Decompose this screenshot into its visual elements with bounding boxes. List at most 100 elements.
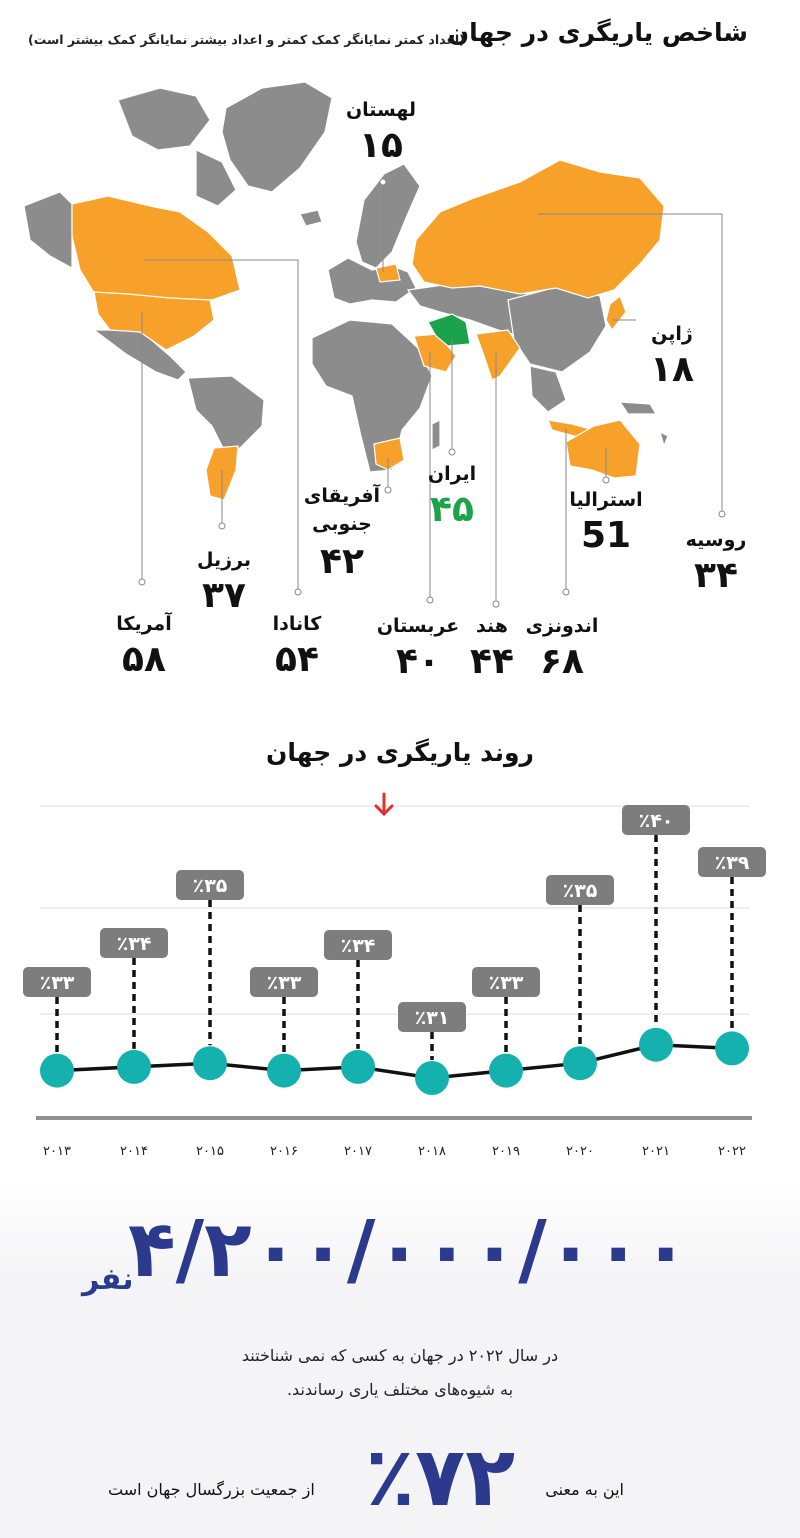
value-badge [698,847,766,877]
value-label: ٪۳۳ [489,972,524,994]
trend-line [56,1042,733,1080]
country-name: ایران [427,463,477,485]
data-point [489,1053,523,1088]
label-poland: لهستان ۱۵ [346,98,416,168]
africa-shape [311,319,433,473]
japan-shape [605,295,627,332]
country-value: ۱۵ [359,125,403,166]
country-value: ۴۰ [396,641,440,682]
iran-shape [427,313,471,347]
country-value: ۳۷ [202,575,246,616]
meaning-text: این به معنی [545,1480,624,1499]
year-tick-label: ۲۰۱۵ [196,1144,224,1159]
label-russia: روسیه ۳۴ [686,528,747,598]
page-title: شاخص یاریگری در جهان [447,18,748,47]
south-america-shape [187,375,265,451]
arctic-islands-shape [117,87,211,151]
country-name: کانادا [272,613,322,635]
value-label: ٪۳۳ [40,972,75,994]
data-point [563,1046,597,1081]
value-badge [250,967,318,997]
country-name: برزیل [197,549,251,571]
value-label: ٪۳۹ [715,852,750,874]
country-name: لهستان [345,99,417,121]
canada-shape [71,195,241,301]
data-point [715,1031,749,1066]
country-name: استرالیا [569,489,643,511]
data-point [193,1046,227,1081]
year-tick-label: ۲۰۱۸ [418,1144,446,1159]
year-tick-label: ۲۰۲۱ [642,1144,670,1159]
trend-title: روند یاریگری در جهان [266,738,534,767]
down-arrow-icon [374,792,394,817]
big-number-unit: نفر [82,1262,134,1297]
year-tick-label: ۲۰۱۹ [492,1144,520,1159]
country-name: روسیه [685,529,747,551]
page-subtitle: (اعداد کمتر نمایانگر کمک کمتر و اعداد بی… [28,32,465,47]
india-shape [475,329,521,381]
scandinavia-shape [355,163,421,269]
value-badge [100,928,168,958]
trend-chart: ٪۳۳ ٪۳۴ ٪۳۵ ٪۳۳ ٪۳۴ ٪۳۱ ٪۳۳ ٪۳۵ ٪۴۰ ٪۳۹ ۲۰۱۳ ۲۰۱۴ ۲۰… [23,792,766,1159]
leader-canada [144,259,299,592]
value-badge [23,967,91,997]
world-map [23,81,726,608]
value-badge [398,1002,466,1032]
label-indonesia: اندونزی ۶۸ [526,614,599,684]
label-saudi: عربستان ۴۰ [377,614,459,684]
country-name: آفریقای جنوبی [303,485,381,535]
value-label: ٪۳۱ [415,1007,450,1029]
label-south-africa: آفریقای جنوبی ۴۲ [297,482,387,584]
year-tick-label: ۲۰۲۰ [566,1144,594,1159]
data-point [341,1049,375,1084]
china-shape [507,285,607,373]
label-japan: ژاپن ۱۸ [650,322,694,392]
label-canada: کانادا ۵۴ [273,612,322,682]
data-point [267,1053,301,1088]
description-line-1: در سال ۲۰۲۲ در جهان به کسی که نمی شناختن… [241,1346,559,1365]
usa-shape [93,291,215,351]
value-label: ٪۳۵ [563,880,598,902]
label-usa: آمریکا ۵۸ [116,612,171,682]
country-name: هند [476,615,508,637]
value-badge [324,930,392,960]
country-name: اندونزی [525,615,599,637]
country-value: ۶۸ [540,641,584,682]
label-australia: استرالیا 51 [569,488,642,558]
country-value: ۴۲ [320,541,364,582]
country-value: 51 [580,515,632,556]
value-badge [472,967,540,997]
data-point [639,1027,673,1062]
country-value: ۴۴ [470,641,514,682]
country-value: ۵۴ [275,639,319,680]
south-africa-shape [373,437,405,471]
country-name: ژاپن [651,323,693,345]
year-tick-label: ۲۰۱۷ [344,1144,372,1159]
country-value: ۳۴ [694,555,738,596]
value-label: ٪۴۰ [639,810,674,832]
label-brazil: برزیل ۳۷ [197,548,251,618]
country-value: ۵۸ [122,639,166,680]
percent-value: ٪۷۲ [365,1430,516,1525]
data-point [40,1053,74,1088]
population-text: از جمعیت بزرگسال جهان است [108,1480,315,1499]
value-label: ٪۳۴ [341,935,376,957]
leader-russia [538,213,723,514]
value-label: ٪۳۴ [117,933,152,955]
value-badge [622,805,690,835]
poland-shape [375,263,401,283]
year-tick-label: ۲۰۲۲ [718,1144,746,1159]
alaska-shape [23,191,73,270]
country-name: آمریکا [116,613,172,635]
data-point [117,1049,151,1084]
year-tick-label: ۲۰۱۳ [43,1144,71,1159]
country-value: ۴۵ [430,489,474,530]
label-iran: ایران ۴۵ [428,462,476,532]
australia-shape [565,419,641,479]
description-line-2: به شیوه‌های مختلف یاری رساندند. [286,1380,514,1399]
value-label: ٪۳۳ [267,972,302,994]
greenland-shape [221,81,333,193]
value-label: ٪۳۵ [193,875,228,897]
big-number: ۴/۲۰۰/۰۰۰/۰۰۰ [128,1205,690,1295]
